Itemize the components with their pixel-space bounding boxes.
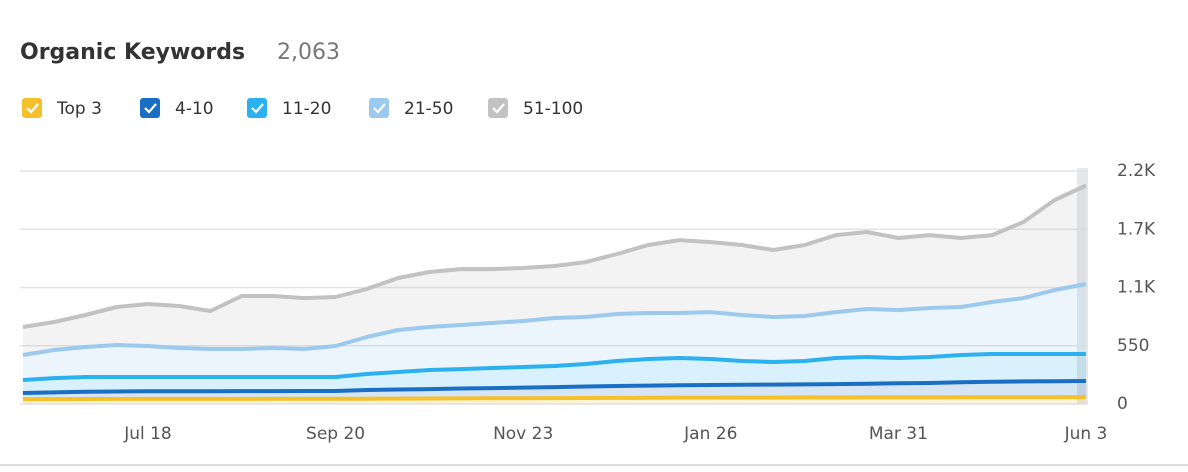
line xyxy=(22,379,1087,395)
legend-label[interactable]: 51-100 xyxy=(523,99,583,119)
legend-check xyxy=(144,103,157,114)
legend-checkbox[interactable] xyxy=(369,98,389,118)
x-tick-label: Jun 3 xyxy=(1064,424,1108,444)
legend-check xyxy=(492,103,505,114)
line xyxy=(22,395,1087,402)
y-tick-label: 1.7K xyxy=(1117,219,1156,239)
legend-check xyxy=(26,103,39,114)
x-tick-label: Mar 31 xyxy=(869,424,928,444)
legend-label[interactable]: 21-50 xyxy=(404,99,453,119)
area xyxy=(22,284,1086,380)
y-tick-label: 550 xyxy=(1117,336,1149,356)
total-count: 2,063 xyxy=(277,40,340,65)
line xyxy=(22,282,1087,357)
line xyxy=(22,183,1087,329)
legend-checkbox[interactable] xyxy=(22,98,42,118)
legend-check xyxy=(373,103,386,114)
x-tick-label: Jan 26 xyxy=(683,424,737,444)
chart-title: Organic Keywords xyxy=(20,40,245,65)
legend-checkbox[interactable] xyxy=(140,98,160,118)
legend-checkbox[interactable] xyxy=(247,98,267,118)
line xyxy=(22,352,1086,382)
legend-checkbox[interactable] xyxy=(488,98,508,118)
legend-label[interactable]: 4-10 xyxy=(175,99,214,119)
y-tick-label: 2.2K xyxy=(1117,161,1156,181)
x-tick-label: Nov 23 xyxy=(493,424,553,444)
y-tick-label: 1.1K xyxy=(1117,278,1156,298)
y-tick-label: 0 xyxy=(1117,394,1128,414)
legend-label[interactable]: 11-20 xyxy=(282,99,331,119)
legend-label[interactable]: Top 3 xyxy=(56,99,102,119)
x-tick-label: Sep 20 xyxy=(306,424,365,444)
x-tick-label: Jul 18 xyxy=(123,424,172,444)
legend-check xyxy=(251,103,264,114)
